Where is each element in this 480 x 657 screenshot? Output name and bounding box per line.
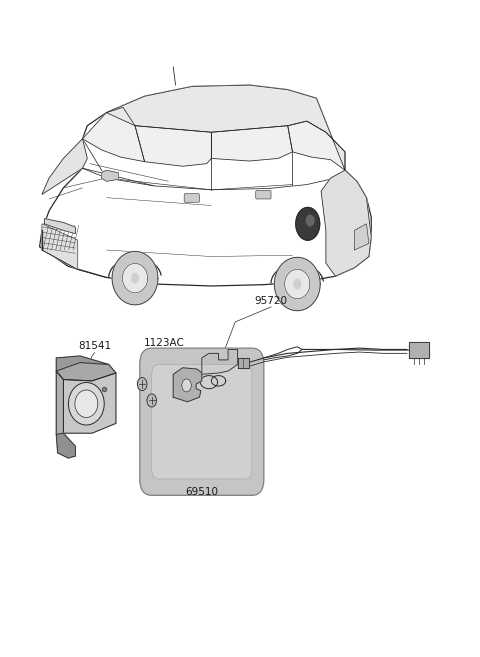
Polygon shape <box>355 224 369 250</box>
FancyBboxPatch shape <box>256 191 271 199</box>
Polygon shape <box>211 125 292 161</box>
Polygon shape <box>122 263 148 293</box>
Ellipse shape <box>75 390 98 417</box>
FancyBboxPatch shape <box>140 348 264 495</box>
Polygon shape <box>56 356 109 371</box>
Polygon shape <box>202 350 238 374</box>
Polygon shape <box>56 371 63 434</box>
Text: 95720: 95720 <box>254 296 288 306</box>
Polygon shape <box>42 139 87 194</box>
Circle shape <box>182 379 192 392</box>
Polygon shape <box>238 358 249 368</box>
Polygon shape <box>275 258 320 311</box>
Text: 1123AC: 1123AC <box>144 338 185 348</box>
Circle shape <box>137 378 147 391</box>
Circle shape <box>306 215 314 226</box>
Polygon shape <box>288 121 345 170</box>
Polygon shape <box>409 342 429 358</box>
Circle shape <box>294 279 300 288</box>
Polygon shape <box>135 125 211 166</box>
Circle shape <box>296 208 320 240</box>
Circle shape <box>132 273 138 283</box>
Polygon shape <box>44 219 75 234</box>
Text: 81599: 81599 <box>149 410 182 420</box>
Text: 69510: 69510 <box>185 487 218 497</box>
Polygon shape <box>107 85 345 170</box>
Polygon shape <box>112 252 158 305</box>
Polygon shape <box>83 107 144 162</box>
FancyBboxPatch shape <box>184 194 199 202</box>
Polygon shape <box>56 433 75 458</box>
Polygon shape <box>285 269 310 299</box>
Polygon shape <box>102 170 118 181</box>
Polygon shape <box>42 224 78 269</box>
Polygon shape <box>173 368 202 402</box>
Ellipse shape <box>69 382 104 425</box>
Polygon shape <box>321 170 371 276</box>
Polygon shape <box>63 373 116 433</box>
Text: 81541: 81541 <box>78 342 111 351</box>
Polygon shape <box>56 363 116 381</box>
Circle shape <box>147 394 156 407</box>
FancyBboxPatch shape <box>152 365 252 479</box>
